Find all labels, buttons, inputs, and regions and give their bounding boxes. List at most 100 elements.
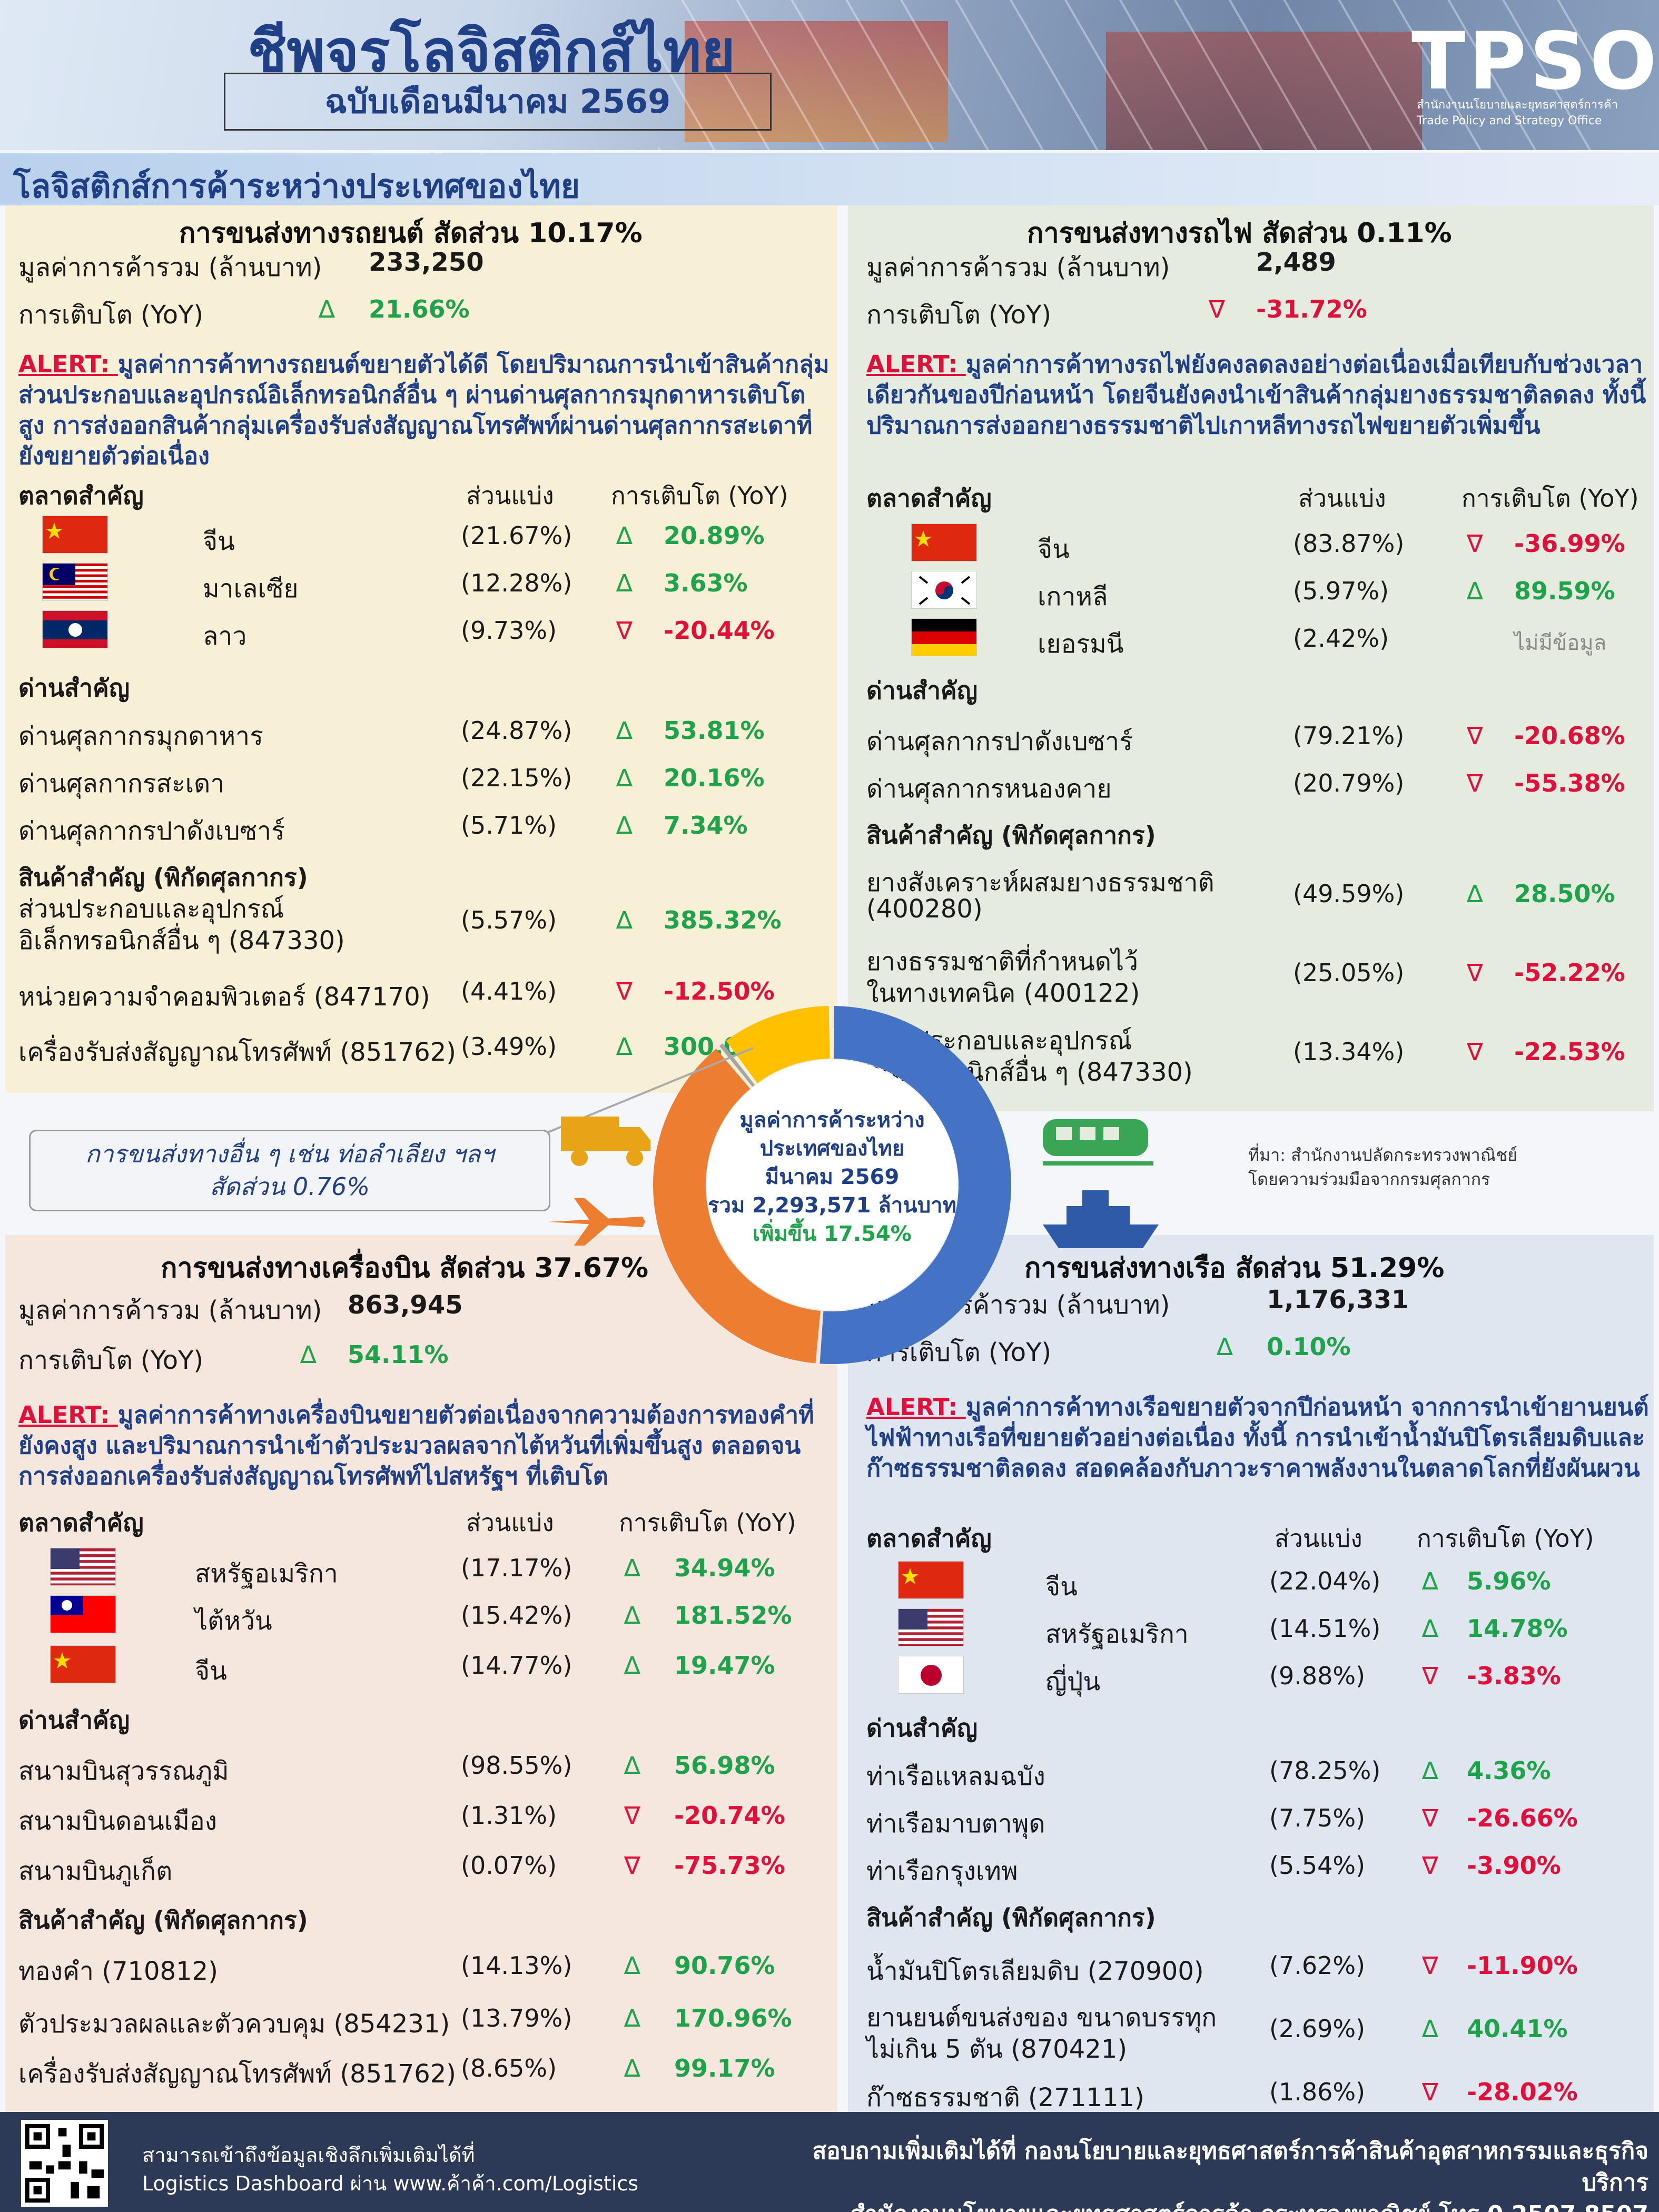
la-flag-icon (42, 610, 108, 648)
ship-icon (1043, 1190, 1159, 1248)
product-growth: -12.50% (664, 977, 775, 1005)
product-share: (7.62%) (1269, 1951, 1366, 1980)
checkpoint-growth: 56.98% (674, 1751, 775, 1780)
growth-down-icon: ∇ (1422, 1951, 1438, 1980)
road-share-header: ส่วนแบ่ง (466, 481, 554, 510)
product-name: ส่วนประกอบและอุปกรณ์ (18, 894, 284, 924)
header-decoration (658, 0, 1606, 150)
product-name: หน่วยความจำคอมพิวเตอร์ (847170) (18, 982, 430, 1012)
product-growth: -52.22% (1514, 959, 1625, 987)
road-total-value: 233,250 (369, 248, 484, 277)
rail-alert: ALERT: มูลค่าการค้าทางรถไฟยังคงลดลงอย่าง… (866, 349, 1656, 441)
checkpoint-share: (5.54%) (1269, 1851, 1366, 1880)
other-transport-text: การขนส่งทางอื่น ๆ เช่น ท่อลำเลียง ฯลฯ สั… (29, 1138, 550, 1203)
center-line: มูลค่าการค้าระหว่าง (739, 1108, 925, 1132)
alert-tag: ALERT: (18, 1401, 118, 1429)
my-flag-icon (42, 563, 108, 601)
header-banner (0, 0, 1659, 150)
checkpoint-name: ท่าเรือมาบตาพุด (866, 1809, 1045, 1839)
road-total-label: มูลค่าการค้ารวม (ล้านบาท) (18, 253, 322, 282)
growth-up-icon: ∆ (624, 2004, 640, 2032)
market-name: มาเลเซีย (203, 574, 299, 604)
product-share: (4.41%) (461, 977, 557, 1005)
product-name: เครื่องรับส่งสัญญาณโทรศัพท์ (851762) (18, 1038, 457, 1067)
alert-tag: ALERT: (866, 350, 966, 378)
container-image (1106, 32, 1422, 150)
air-title: การขนส่งทางเครื่องบิน สัดส่วน 37.67% (161, 1252, 649, 1284)
us-flag-icon (898, 1608, 964, 1646)
section-bar (0, 153, 1659, 205)
growth-down-icon: ∇ (616, 977, 633, 1005)
market-name: จีน (1045, 1572, 1078, 1602)
growth-up-icon: ∆ (616, 906, 633, 934)
footer-dashboard-link[interactable]: Logistics Dashboard ผ่าน www.ค้าค้า.com/… (142, 2172, 639, 2195)
sea-growth-header: การเติบโต (YoY) (1417, 1524, 1594, 1553)
checkpoint-name: ด่านศุลกากรปาดังเบซาร์ (18, 816, 285, 846)
product-name: เครื่องรับส่งสัญญาณโทรศัพท์ (851762) (18, 2059, 457, 2089)
center-growth: เพิ่มขึ้น 17.54% (753, 1222, 912, 1246)
section-title: โลจิสติกส์การค้าระหว่างประเทศของไทย (13, 167, 580, 205)
checkpoint-name: สนามบินภูเก็ต (18, 1856, 173, 1886)
product-name: ทองคำ (710812) (18, 1957, 218, 1986)
product-growth: 385.32% (664, 906, 782, 934)
market-share: (22.04%) (1269, 1567, 1381, 1595)
sea-share-header: ส่วนแบ่ง (1275, 1524, 1362, 1553)
market-growth: 34.94% (674, 1554, 775, 1582)
sea-panel (848, 1235, 1654, 2112)
market-name: จีน (1038, 535, 1070, 564)
cn-flag-icon (898, 1561, 964, 1599)
air-growth-value: 54.11% (348, 1340, 449, 1369)
rail-growth-down-icon: ∇ (1209, 295, 1225, 323)
growth-up-icon: ∆ (1422, 1756, 1438, 1785)
rail-panel (848, 205, 1654, 1111)
cn-flag-icon (50, 1645, 116, 1683)
other-share: สัดส่วน 0.76% (209, 1172, 370, 1201)
market-share: (15.42%) (461, 1601, 572, 1630)
product-share: (25.05%) (1293, 959, 1405, 987)
air-alert: ALERT: มูลค่าการค้าทางเครื่องบินขยายตัวต… (18, 1400, 829, 1492)
source-note: ที่มา: สำนักงานปลัดกระทรวงพาณิชย์ โดยควา… (1248, 1143, 1517, 1191)
market-name: สหรัฐอเมริกา (195, 1559, 338, 1588)
growth-down-icon: ∇ (1467, 769, 1483, 797)
growth-up-icon: ∆ (1467, 577, 1483, 605)
air-markets-header: ตลาดสำคัญ (18, 1508, 144, 1537)
growth-down-icon: ∇ (1467, 722, 1483, 750)
market-growth: 3.63% (664, 569, 748, 597)
growth-down-icon: ∇ (1422, 1851, 1438, 1880)
rail-products-header: สินค้าสำคัญ (พิกัดศุลกากร) (866, 821, 1156, 850)
source-line: โดยความร่วมมือจากกรมศุลกากร (1248, 1169, 1490, 1189)
market-name: ญี่ปุ่น (1045, 1667, 1101, 1696)
growth-down-icon: ∇ (1422, 1662, 1438, 1690)
product-share: (49.59%) (1293, 880, 1405, 908)
tpso-logo: TPSO (1411, 16, 1659, 107)
checkpoint-share: (78.25%) (1269, 1756, 1381, 1785)
product-growth: 40.41% (1467, 2014, 1568, 2043)
market-share: (83.87%) (1293, 529, 1405, 558)
growth-down-icon: ∇ (616, 616, 633, 645)
market-growth: 181.52% (674, 1601, 792, 1630)
checkpoint-name: ด่านศุลกากรหนองคาย (866, 774, 1112, 804)
tpso-logo-subtitle: สำนักงานนโยบายและยุทธศาสตร์การค้า Trade … (1417, 98, 1618, 127)
other-line: การขนส่งทางอื่น ๆ เช่น ท่อลำเลียง ฯลฯ (85, 1140, 495, 1168)
donut-slice (819, 1006, 1012, 1364)
market-growth: 14.78% (1467, 1614, 1568, 1643)
air-total-label: มูลค่าการค้ารวม (ล้านบาท) (18, 1296, 322, 1325)
product-share: (1.86%) (1269, 2078, 1366, 2106)
market-name: จีน (195, 1656, 227, 1686)
air-share-header: ส่วนแบ่ง (466, 1508, 554, 1537)
qr-code[interactable] (21, 2120, 108, 2207)
market-name: สหรัฐอเมริกา (1045, 1619, 1189, 1649)
market-share: (21.67%) (461, 521, 572, 550)
jp-flag-icon (898, 1656, 964, 1694)
air-growth-label: การเติบโต (YoY) (18, 1346, 204, 1375)
checkpoint-name: สนามบินสุวรรณภูมิ (18, 1756, 229, 1786)
product-share: (2.69%) (1269, 2014, 1366, 2043)
checkpoint-name: ท่าเรือแหลมฉบัง (866, 1762, 1045, 1791)
checkpoint-growth: 20.16% (664, 764, 765, 792)
donut-slice (719, 1043, 755, 1087)
rail-share-header: ส่วนแบ่ง (1298, 484, 1386, 512)
road-growth-up-icon: ∆ (319, 295, 335, 323)
market-share: (9.88%) (1269, 1662, 1366, 1690)
market-share: (9.73%) (461, 616, 557, 645)
growth-up-icon: ∆ (616, 521, 633, 550)
